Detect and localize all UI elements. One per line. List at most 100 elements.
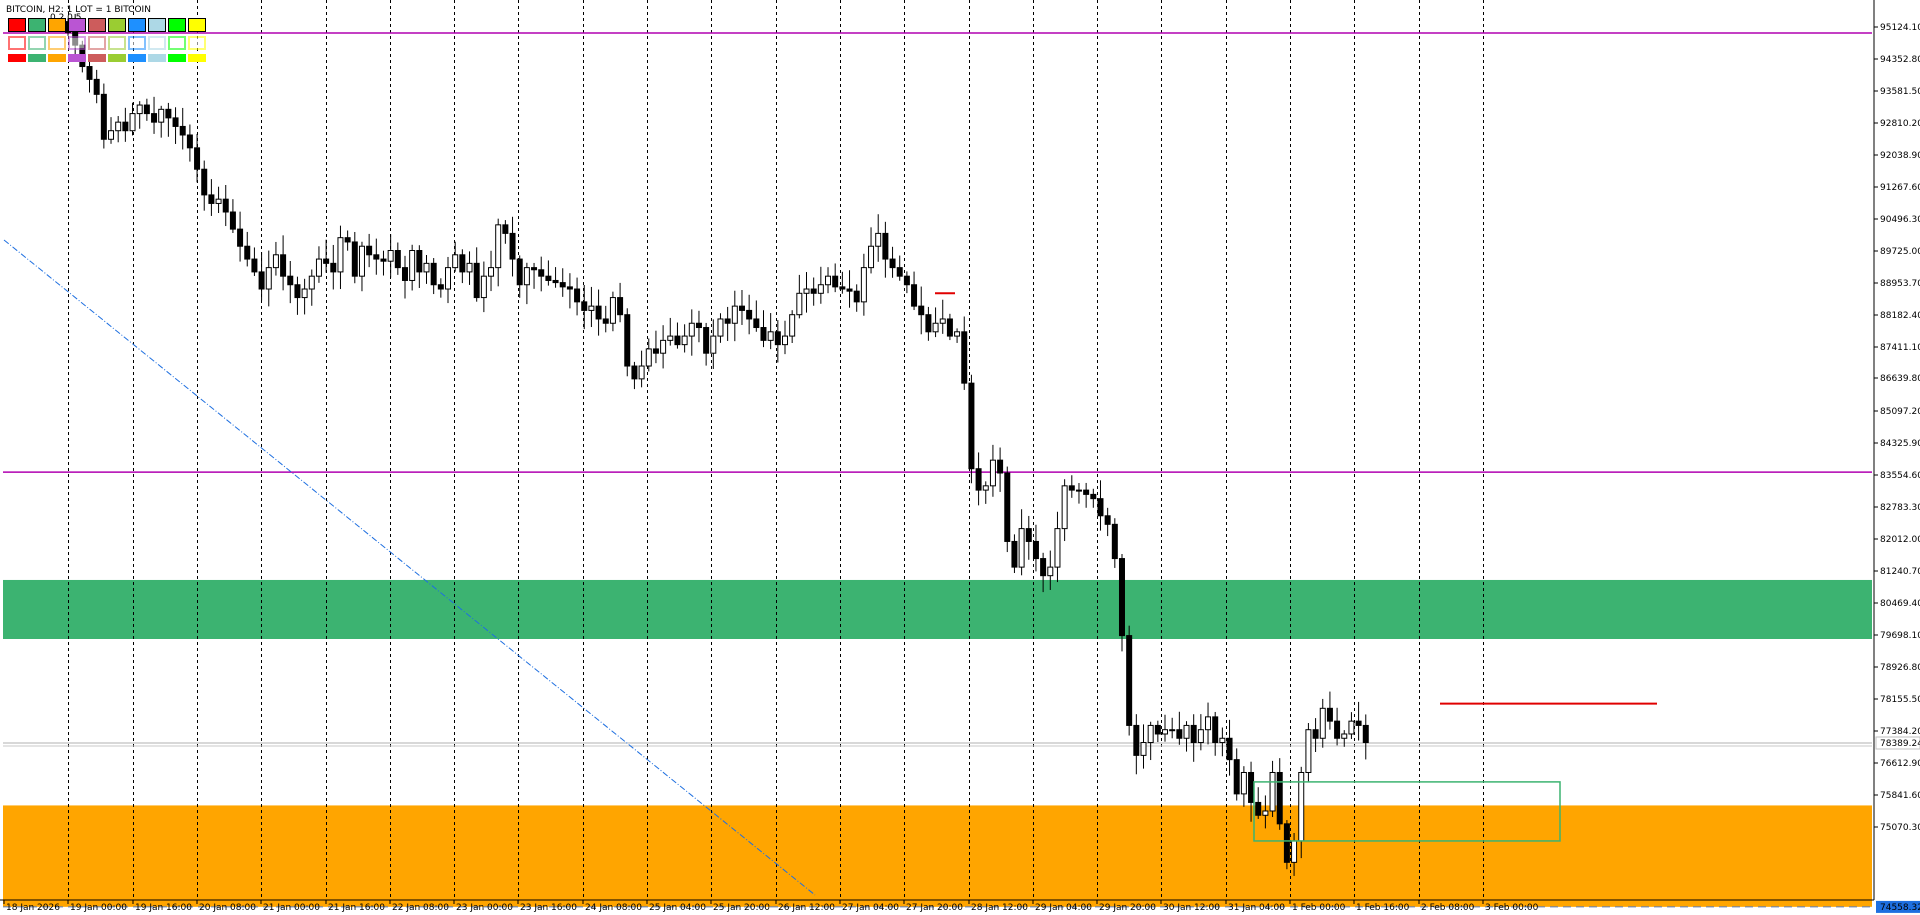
palette-swatch[interactable]	[48, 18, 66, 32]
time-tick-label: 1 Feb 16:00	[1356, 903, 1410, 913]
palette-swatch[interactable]	[68, 54, 86, 62]
candle-body-bear	[882, 232, 889, 260]
candle	[502, 220, 509, 244]
time-tick-label: 2 Feb 08:00	[1421, 903, 1475, 913]
candle	[143, 98, 150, 121]
candle-body-bull	[1169, 729, 1176, 732]
candle	[437, 278, 444, 298]
candle-body-bear	[961, 331, 968, 384]
candle-body-bull	[717, 318, 724, 337]
palette-swatch[interactable]	[8, 18, 26, 32]
palette-swatch[interactable]	[128, 36, 146, 50]
time-tick-label: 21 Jan 00:00	[263, 903, 320, 913]
candle-body-bull	[308, 275, 315, 290]
candle-body-bull	[825, 275, 832, 286]
color-palette-panel[interactable]	[8, 18, 222, 88]
candle	[911, 271, 918, 311]
candle-body-bear	[1355, 720, 1362, 726]
candle-body-bear	[86, 66, 93, 80]
palette-swatch[interactable]	[108, 54, 126, 62]
candle	[631, 361, 638, 390]
palette-swatch[interactable]	[148, 36, 166, 50]
candle-body-bull	[667, 335, 674, 341]
candle-body-bull	[1305, 729, 1312, 773]
candle-body-bear	[925, 314, 932, 333]
candle	[222, 185, 229, 227]
candle	[1011, 534, 1018, 574]
palette-swatch[interactable]	[148, 18, 166, 32]
palette-swatch[interactable]	[128, 18, 146, 32]
candle	[774, 320, 781, 363]
palette-swatch[interactable]	[68, 36, 86, 50]
palette-swatch[interactable]	[188, 18, 206, 32]
candle-body-bull	[1291, 840, 1298, 863]
palette-swatch[interactable]	[188, 54, 206, 62]
palette-swatch[interactable]	[108, 18, 126, 32]
candle-body-bull	[158, 108, 165, 123]
candle-body-bear	[631, 365, 638, 380]
candle-body-bear	[1104, 515, 1111, 525]
candle	[1032, 524, 1039, 572]
candle-body-bear	[122, 121, 129, 132]
candle-body-bull	[1075, 489, 1082, 492]
palette-swatch[interactable]	[48, 36, 66, 50]
candle	[767, 313, 774, 350]
candle	[903, 271, 910, 294]
candle	[416, 245, 423, 288]
palette-swatch[interactable]	[88, 54, 106, 62]
palette-swatch[interactable]	[8, 36, 26, 50]
price-tick-label: 90496.30	[1880, 215, 1920, 225]
palette-swatch[interactable]	[88, 36, 106, 50]
palette-swatch[interactable]	[48, 54, 66, 62]
palette-swatch[interactable]	[28, 36, 46, 50]
time-tick-label: 3 Feb 00:00	[1485, 903, 1539, 913]
palette-swatch[interactable]	[108, 36, 126, 50]
palette-swatch[interactable]	[168, 54, 186, 62]
palette-swatch[interactable]	[168, 36, 186, 50]
candle	[868, 227, 875, 274]
time-tick-label: 18 Jan 2026	[6, 903, 60, 913]
candle-body-bull	[466, 262, 473, 273]
candle	[617, 282, 624, 323]
candle	[315, 246, 322, 283]
palette-swatch[interactable]	[88, 18, 106, 32]
palette-swatch[interactable]	[28, 54, 46, 62]
candle-body-bear	[323, 258, 330, 264]
candle-body-bear	[946, 318, 953, 337]
candle-body-bear	[1276, 771, 1283, 825]
candle	[954, 328, 961, 343]
price-tick-label: 81240.70	[1880, 567, 1920, 577]
palette-swatch[interactable]	[128, 54, 146, 62]
candle	[674, 322, 681, 349]
candle-body-bear	[574, 288, 581, 303]
candle	[265, 250, 272, 307]
candle-body-bull	[782, 335, 788, 346]
candle	[330, 244, 337, 290]
candle	[1326, 691, 1333, 730]
palette-swatch[interactable]	[68, 18, 86, 32]
candle-body-bull	[1054, 528, 1061, 568]
candle	[1312, 718, 1319, 753]
price-tick-label: 93581.50	[1880, 87, 1920, 97]
candle-body-bull	[638, 365, 645, 380]
candle-body-bull	[265, 267, 272, 290]
candle	[194, 133, 201, 183]
palette-swatch[interactable]	[28, 18, 46, 32]
candle-body-bear	[774, 331, 781, 346]
time-tick-label: 27 Jan 20:00	[906, 903, 963, 913]
candle-body-bear	[545, 275, 552, 281]
candle	[495, 218, 502, 287]
candle	[968, 374, 975, 484]
candle	[1355, 701, 1362, 741]
candle	[1083, 482, 1090, 508]
candle	[574, 277, 581, 316]
candle	[667, 317, 674, 346]
palette-swatch[interactable]	[8, 54, 26, 62]
price-tick-label: 92038.90	[1880, 151, 1920, 161]
palette-swatch[interactable]	[168, 18, 186, 32]
palette-swatch[interactable]	[148, 54, 166, 62]
candle	[1118, 553, 1125, 652]
palette-swatch[interactable]	[188, 36, 206, 50]
